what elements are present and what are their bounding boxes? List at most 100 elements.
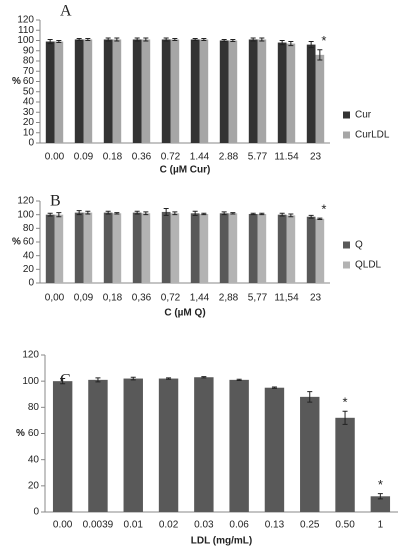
error-bar bbox=[342, 410, 348, 425]
legend-swatch bbox=[343, 131, 350, 139]
y-tick-label: 120 bbox=[17, 15, 34, 26]
error-bar bbox=[172, 211, 178, 216]
x-tick-label: 0.13 bbox=[265, 520, 285, 531]
bar bbox=[141, 213, 151, 283]
x-tick-label: 0.18 bbox=[103, 152, 123, 163]
error-bar bbox=[308, 41, 314, 49]
y-tick-label: 60 bbox=[28, 428, 40, 439]
x-tick-label: 0,00 bbox=[45, 293, 65, 304]
legend-swatch bbox=[343, 111, 350, 119]
bar bbox=[74, 212, 84, 283]
bar bbox=[141, 39, 151, 143]
x-tick-label: 0.01 bbox=[124, 520, 144, 531]
bar bbox=[277, 214, 287, 283]
bar bbox=[219, 40, 229, 143]
error-bar bbox=[47, 212, 53, 217]
y-tick-label: 100 bbox=[22, 376, 39, 387]
annotation: * bbox=[321, 33, 326, 48]
x-tick-label: 0,36 bbox=[132, 293, 152, 304]
error-bar bbox=[166, 377, 172, 380]
error-bar bbox=[201, 37, 207, 41]
y-tick-label: 60 bbox=[23, 237, 35, 248]
error-bar bbox=[288, 41, 294, 47]
bar bbox=[277, 42, 287, 143]
error-bar bbox=[259, 37, 265, 42]
error-bar bbox=[317, 49, 323, 61]
x-tick-label: 0.72 bbox=[161, 152, 181, 163]
legend-label: CurLDL bbox=[355, 130, 390, 141]
error-bar bbox=[76, 210, 82, 216]
panel-label: B bbox=[50, 193, 61, 210]
bar bbox=[132, 39, 142, 143]
error-bar bbox=[114, 37, 120, 42]
y-tick-label: 80 bbox=[23, 223, 35, 234]
bar bbox=[52, 381, 73, 512]
legend-label: Cur bbox=[355, 110, 372, 121]
bar bbox=[170, 213, 180, 283]
bar bbox=[83, 39, 93, 143]
bar bbox=[286, 215, 296, 283]
error-bar bbox=[259, 212, 265, 216]
bar bbox=[132, 212, 142, 283]
error-bar bbox=[201, 376, 207, 379]
bar bbox=[335, 417, 355, 512]
x-axis-label: C (µM Cur) bbox=[160, 165, 211, 176]
x-tick-label: 0.02 bbox=[159, 520, 179, 531]
bar bbox=[257, 213, 267, 283]
y-tick-label: 20 bbox=[28, 480, 40, 491]
error-bar bbox=[56, 212, 62, 218]
bar bbox=[88, 379, 108, 512]
y-tick-label: 90 bbox=[23, 45, 35, 56]
bar bbox=[199, 213, 209, 283]
error-bar bbox=[172, 37, 178, 41]
y-tick-label: 60 bbox=[23, 76, 35, 87]
y-tick-label: 120 bbox=[22, 350, 39, 361]
error-bar bbox=[47, 38, 53, 45]
error-bar bbox=[134, 210, 140, 215]
x-axis-label: C (µM Q) bbox=[164, 308, 205, 319]
x-tick-label: 0.0039 bbox=[83, 520, 114, 531]
y-tick-label: 80 bbox=[23, 56, 35, 67]
x-tick-label: 23 bbox=[310, 152, 322, 163]
x-tick-label: 1.44 bbox=[190, 152, 210, 163]
y-axis-label: % bbox=[12, 237, 21, 248]
error-bar bbox=[85, 210, 91, 215]
error-bar bbox=[192, 37, 198, 41]
legend-label: QLDL bbox=[355, 260, 382, 271]
bar bbox=[190, 213, 200, 283]
bar bbox=[228, 40, 238, 143]
legend-swatch bbox=[343, 241, 350, 249]
error-bar bbox=[192, 210, 198, 216]
bar bbox=[161, 39, 171, 143]
x-tick-label: 0,09 bbox=[74, 293, 94, 304]
error-bar bbox=[230, 38, 236, 43]
error-bar bbox=[163, 37, 169, 42]
bar bbox=[264, 387, 285, 512]
bar bbox=[158, 378, 179, 512]
y-tick-label: 40 bbox=[23, 250, 35, 261]
x-tick-label: 0.25 bbox=[300, 520, 320, 531]
bar bbox=[306, 216, 316, 283]
error-bar bbox=[105, 37, 111, 42]
bar bbox=[161, 211, 171, 283]
error-bar bbox=[130, 376, 136, 381]
bar bbox=[54, 41, 64, 143]
x-tick-label: 0,18 bbox=[103, 293, 123, 304]
y-axis-label: % bbox=[16, 428, 25, 439]
error-bar bbox=[250, 212, 256, 216]
y-tick-label: 0 bbox=[28, 278, 34, 289]
x-tick-label: 0.00 bbox=[45, 152, 65, 163]
bar bbox=[194, 377, 214, 512]
y-tick-label: 50 bbox=[23, 86, 35, 97]
error-bar bbox=[377, 493, 383, 500]
x-tick-label: 2,88 bbox=[219, 293, 239, 304]
error-bar bbox=[114, 212, 120, 215]
y-tick-label: 0 bbox=[33, 507, 39, 518]
error-bar bbox=[163, 208, 169, 216]
bar bbox=[286, 43, 296, 144]
error-bar bbox=[143, 37, 149, 42]
bar bbox=[112, 213, 122, 283]
bar bbox=[248, 39, 258, 143]
x-axis-label: LDL (mg/mL) bbox=[191, 536, 252, 547]
